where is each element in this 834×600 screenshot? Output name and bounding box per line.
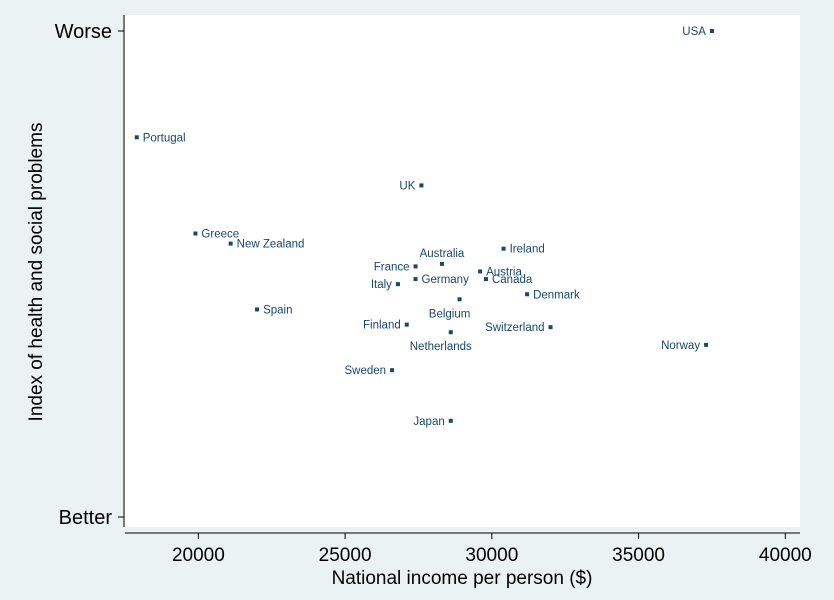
data-point xyxy=(395,282,400,287)
point-label: Germany xyxy=(422,274,470,286)
data-point xyxy=(525,292,530,297)
point-label: Greece xyxy=(201,229,239,241)
point-label: Spain xyxy=(263,304,292,316)
y-tick-label: Better xyxy=(59,507,113,529)
point-label: Japan xyxy=(413,416,444,428)
data-point xyxy=(548,325,553,330)
data-point xyxy=(501,246,506,251)
x-tick-label: 40000 xyxy=(759,545,812,566)
point-label: New Zealand xyxy=(237,239,305,251)
data-point xyxy=(478,269,483,274)
point-label: Denmark xyxy=(533,289,580,301)
point-label: Finland xyxy=(363,320,401,332)
point-label: Australia xyxy=(420,248,465,260)
point-label: Netherlands xyxy=(410,341,472,353)
data-point xyxy=(419,183,424,188)
point-label: USA xyxy=(682,26,706,38)
point-label: Portugal xyxy=(143,132,186,144)
point-label: Ireland xyxy=(510,244,545,256)
data-point xyxy=(448,330,453,335)
y-tick-label: Worse xyxy=(55,21,112,43)
point-label: Belgium xyxy=(429,308,471,320)
data-point xyxy=(483,277,488,282)
data-point xyxy=(413,264,418,269)
x-tick-label: 30000 xyxy=(465,545,518,566)
point-label: Canada xyxy=(492,274,533,286)
data-point xyxy=(704,342,709,347)
point-label: Austria xyxy=(486,266,522,278)
data-point xyxy=(413,277,418,282)
plot-area xyxy=(125,15,800,527)
data-point xyxy=(404,322,409,327)
x-tick-label: 20000 xyxy=(172,545,225,566)
point-label: Switzerland xyxy=(485,322,544,334)
point-label: Norway xyxy=(661,340,700,352)
data-point xyxy=(457,297,462,302)
point-label: France xyxy=(374,261,410,273)
x-tick-label: 25000 xyxy=(319,545,372,566)
point-label: Sweden xyxy=(345,365,387,377)
x-axis-title: National income per person ($) xyxy=(332,568,593,589)
data-point xyxy=(390,368,395,373)
point-label: UK xyxy=(399,180,415,192)
data-point xyxy=(439,261,444,266)
data-point xyxy=(255,307,260,312)
point-label: Italy xyxy=(371,279,392,291)
x-tick-label: 35000 xyxy=(612,545,665,566)
data-point xyxy=(193,231,198,236)
data-point xyxy=(228,241,233,246)
data-point xyxy=(134,135,139,140)
y-axis-title: Index of health and social problems xyxy=(26,123,47,422)
data-point xyxy=(709,29,714,33)
data-point xyxy=(448,418,453,423)
